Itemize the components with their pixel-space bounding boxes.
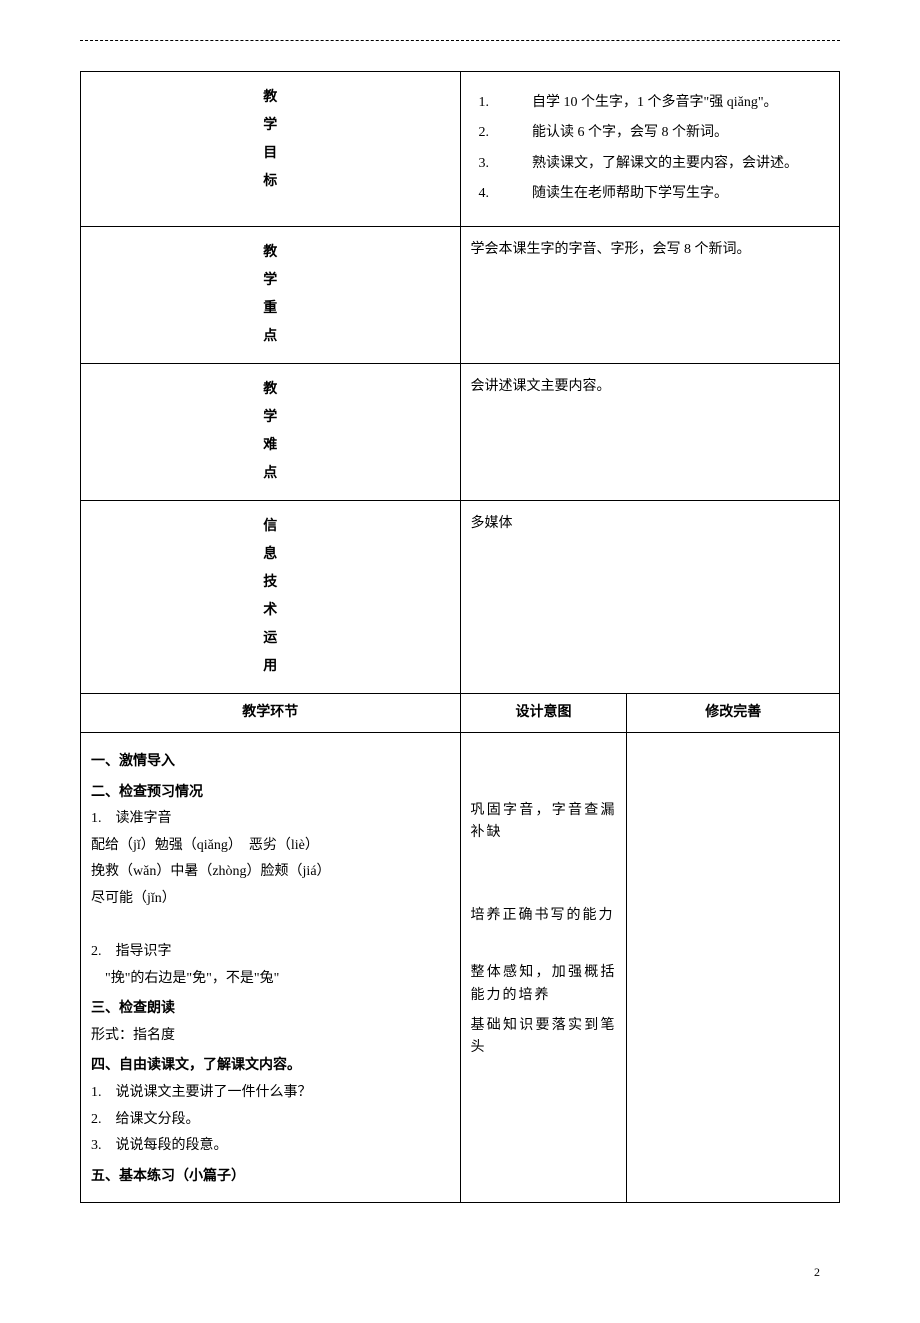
section-4-title: 四、自由读课文，了解课文内容。 — [91, 1053, 450, 1080]
keypoint-row: 教 学 重 点 学会本课生字的字音、字形，会写 8 个新词。 — [81, 226, 840, 363]
tech-content: 多媒体 — [460, 500, 840, 693]
goal-item: 1. 自学 10 个生字，1 个多音字"强 qiǎng"。 — [471, 92, 830, 114]
label-char: 教 — [91, 84, 450, 112]
label-char: 点 — [91, 323, 450, 351]
difficulty-content: 会讲述课文主要内容。 — [460, 363, 840, 500]
lesson-plan-table: 教 学 目 标 1. 自学 10 个生字，1 个多音字"强 qiǎng"。 2.… — [80, 71, 840, 1203]
keypoint-text: 学会本课生字的字音、字形，会写 8 个新词。 — [471, 242, 751, 257]
modify-cell — [627, 732, 840, 1203]
label-char: 用 — [91, 653, 450, 681]
goal-text: 熟读课文，了解课文的主要内容，会讲述。 — [532, 156, 798, 171]
top-divider — [80, 40, 840, 41]
pinyin-line: 配给（jǐ）勉强（qiǎng） 恶劣（liè） — [91, 833, 450, 860]
label-char: 信 — [91, 513, 450, 541]
section-5-title: 五、基本练习（小篇子） — [91, 1164, 450, 1191]
intent-text: 培养正确书写的能力 — [471, 905, 617, 927]
label-char: 重 — [91, 295, 450, 323]
intent-text: 基础知识要落实到笔头 — [471, 1015, 617, 1060]
goal-item: 3. 熟读课文，了解课文的主要内容，会讲述。 — [471, 153, 830, 175]
goal-item: 4. 随读生在老师帮助下学写生字。 — [471, 183, 830, 205]
label-char: 教 — [91, 376, 450, 404]
step-item: 1. 读准字音 — [91, 806, 450, 833]
goal-num: 2. — [479, 122, 529, 144]
difficulty-row: 教 学 难 点 会讲述课文主要内容。 — [81, 363, 840, 500]
goals-content: 1. 自学 10 个生字，1 个多音字"强 qiǎng"。 2. 能认读 6 个… — [460, 72, 840, 227]
tech-label: 信 息 技 术 运 用 — [81, 500, 461, 693]
intent-text: 巩固字音，字音查漏补缺 — [471, 800, 617, 845]
pinyin-line: 挽救（wǎn）中暑（zhòng）脸颊（jiá） — [91, 859, 450, 886]
label-char: 教 — [91, 239, 450, 267]
step-item: 2. 给课文分段。 — [91, 1107, 450, 1134]
label-char: 点 — [91, 460, 450, 488]
label-char: 难 — [91, 432, 450, 460]
section-header-row: 教学环节 设计意图 修改完善 — [81, 693, 840, 732]
difficulty-label: 教 学 难 点 — [81, 363, 461, 500]
goal-text: 自学 10 个生字，1 个多音字"强 qiǎng"。 — [532, 95, 778, 110]
label-char: 标 — [91, 168, 450, 196]
goal-text: 能认读 6 个字，会写 8 个新词。 — [532, 125, 728, 140]
section-1-title: 一、激情导入 — [91, 749, 450, 776]
header-steps: 教学环节 — [81, 693, 461, 732]
steps-cell: 一、激情导入 二、检查预习情况 1. 读准字音 配给（jǐ）勉强（qiǎng） … — [81, 732, 461, 1203]
tech-text: 多媒体 — [471, 516, 513, 531]
label-char: 息 — [91, 541, 450, 569]
goals-label: 教 学 目 标 — [81, 72, 461, 227]
keypoint-label: 教 学 重 点 — [81, 226, 461, 363]
intent-text: 整体感知，加强概括能力的培养 — [471, 962, 617, 1007]
step-item: 2. 指导识字 — [91, 939, 450, 966]
label-char: 目 — [91, 140, 450, 168]
goal-item: 2. 能认读 6 个字，会写 8 个新词。 — [471, 122, 830, 144]
goals-row: 教 学 目 标 1. 自学 10 个生字，1 个多音字"强 qiǎng"。 2.… — [81, 72, 840, 227]
step-item: 1. 说说课文主要讲了一件什么事？ — [91, 1080, 450, 1107]
keypoint-content: 学会本课生字的字音、字形，会写 8 个新词。 — [460, 226, 840, 363]
label-char: 学 — [91, 267, 450, 295]
header-modify: 修改完善 — [627, 693, 840, 732]
label-char: 运 — [91, 625, 450, 653]
page-number: 2 — [80, 1263, 840, 1282]
tech-row: 信 息 技 术 运 用 多媒体 — [81, 500, 840, 693]
goal-num: 4. — [479, 183, 529, 205]
step-form: 形式：指名度 — [91, 1023, 450, 1050]
label-char: 技 — [91, 569, 450, 597]
pinyin-line: 尽可能（jǐn） — [91, 886, 450, 913]
section-2-title: 二、检查预习情况 — [91, 780, 450, 807]
goal-num: 1. — [479, 92, 529, 114]
header-intent: 设计意图 — [460, 693, 627, 732]
difficulty-text: 会讲述课文主要内容。 — [471, 379, 611, 394]
intent-cell: 巩固字音，字音查漏补缺 培养正确书写的能力 整体感知，加强概括能力的培养 基础知… — [460, 732, 627, 1203]
content-row: 一、激情导入 二、检查预习情况 1. 读准字音 配给（jǐ）勉强（qiǎng） … — [81, 732, 840, 1203]
label-char: 学 — [91, 112, 450, 140]
label-char: 学 — [91, 404, 450, 432]
section-3-title: 三、检查朗读 — [91, 996, 450, 1023]
step-item: 3. 说说每段的段意。 — [91, 1133, 450, 1160]
goal-text: 随读生在老师帮助下学写生字。 — [532, 186, 728, 201]
goal-num: 3. — [479, 153, 529, 175]
label-char: 术 — [91, 597, 450, 625]
step-detail: "挽"的右边是"免"，不是"兔" — [91, 966, 450, 993]
